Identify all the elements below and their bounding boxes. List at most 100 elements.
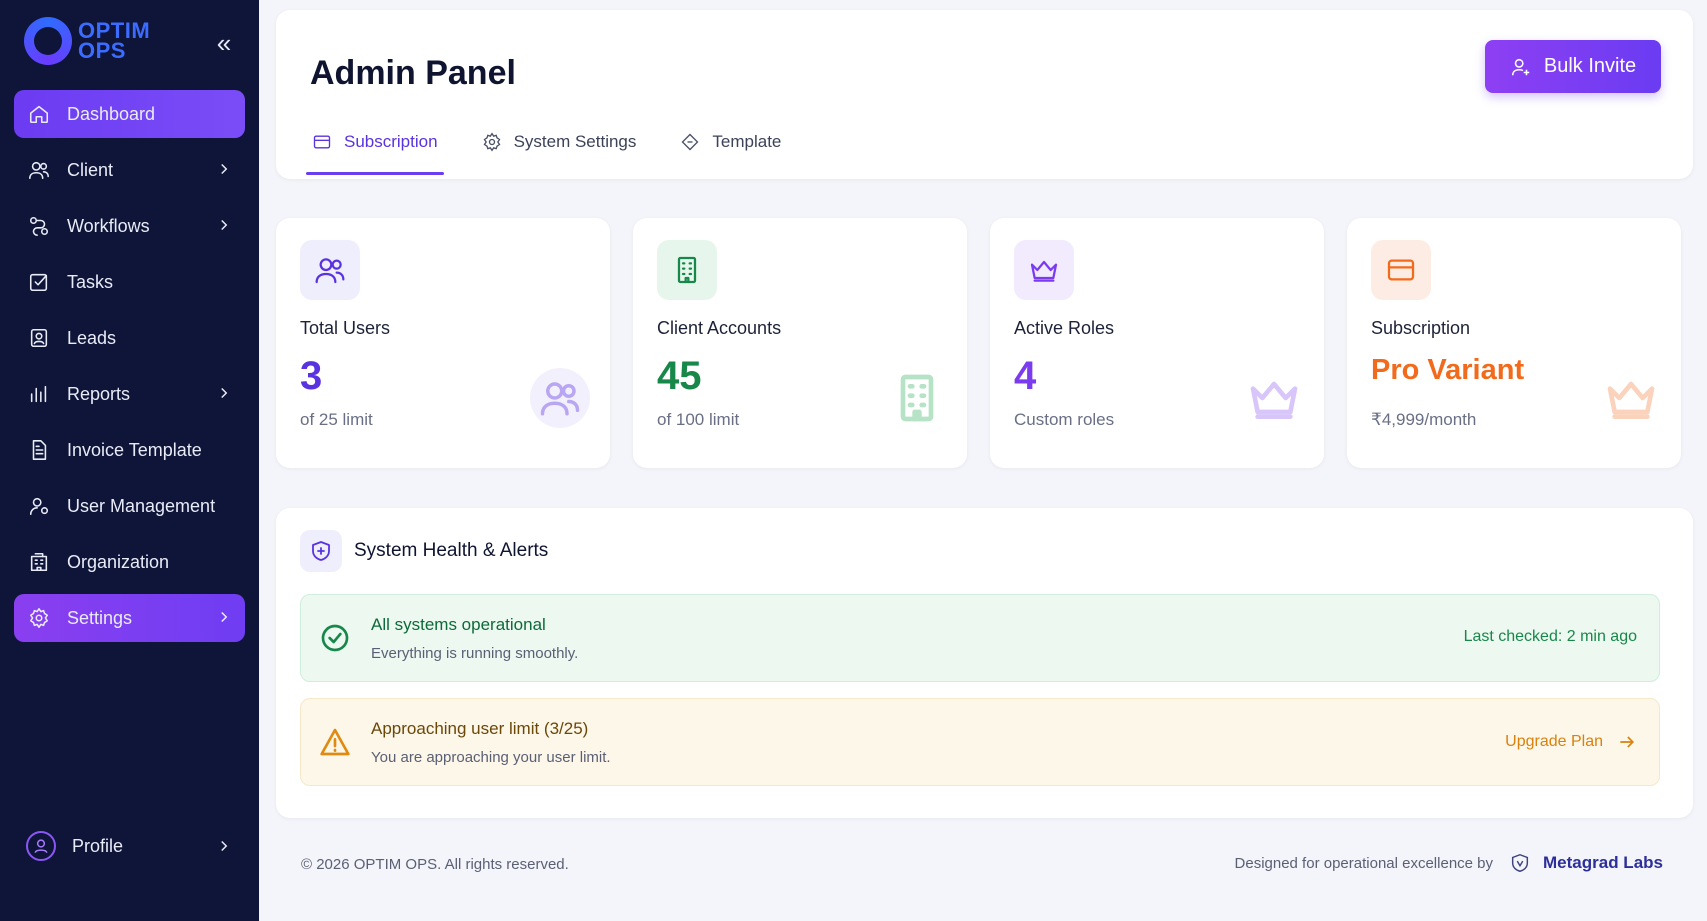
alert-description: Everything is running smoothly. — [371, 645, 579, 662]
check-circle-icon — [319, 622, 351, 654]
profile-menu[interactable]: Profile — [14, 822, 245, 870]
crown-deco-icon — [1601, 368, 1661, 428]
sidebar-item-label: Leads — [67, 327, 117, 348]
sidebar-item-reports[interactable]: Reports — [14, 370, 245, 418]
alert-description: You are approaching your user limit. — [371, 749, 611, 766]
bulk-invite-label: Bulk Invite — [1543, 55, 1637, 77]
logo-text-line1: OPTIM — [78, 18, 151, 43]
collapse-sidebar-button[interactable]: « — [216, 28, 232, 58]
upgrade-plan-label: Upgrade Plan — [1505, 733, 1603, 750]
sidebar-item-invoice-template[interactable]: Invoice Template — [14, 426, 245, 474]
sidebar-item-client[interactable]: Client — [14, 146, 245, 194]
stat-card-subscription: Subscription Pro Variant ₹4,999/month — [1347, 218, 1681, 468]
warning-triangle-icon — [319, 726, 351, 758]
gear-icon — [483, 132, 500, 152]
stat-label: Total Users — [300, 318, 391, 338]
stat-sub: ₹4,999/month — [1371, 410, 1477, 429]
sidebar-item-label: Dashboard — [67, 103, 156, 124]
upgrade-plan-link[interactable]: Upgrade Plan — [1505, 732, 1637, 752]
stat-label: Active Roles — [1014, 318, 1115, 338]
users-icon — [300, 240, 360, 300]
user-gear-icon — [28, 495, 50, 517]
stat-value: Pro Variant — [1371, 354, 1525, 386]
chevron-right-icon — [215, 384, 233, 402]
header-card: Admin Panel Bulk Invite Subscription Sys… — [276, 10, 1693, 179]
alert-operational: All systems operational Everything is ru… — [300, 594, 1660, 682]
avatar — [26, 831, 56, 861]
contact-card-icon — [28, 327, 50, 349]
bulk-invite-button[interactable]: Bulk Invite — [1485, 40, 1661, 93]
sidebar-item-dashboard[interactable]: Dashboard — [14, 90, 245, 138]
sidebar-item-label: User Management — [67, 495, 216, 516]
stat-card-total-users: Total Users 3 of 25 limit — [276, 218, 610, 468]
sidebar-item-settings[interactable]: Settings — [14, 594, 245, 642]
stat-sub: of 25 limit — [300, 410, 373, 429]
alert-title: Approaching user limit (3/25) — [371, 719, 589, 738]
sidebar-item-label: Invoice Template — [67, 439, 202, 460]
task-check-icon — [28, 271, 50, 293]
tab-system-settings[interactable]: System Settings — [482, 122, 637, 162]
logo-text-line2: OPS — [78, 38, 126, 63]
bar-chart-icon — [28, 383, 50, 405]
sidebar-item-label: Client — [67, 159, 114, 180]
users-deco-icon — [530, 368, 590, 428]
stat-label: Subscription — [1371, 318, 1471, 338]
building-deco-icon — [887, 368, 947, 428]
chevron-right-icon — [215, 216, 233, 234]
sidebar-nav: Dashboard Client Workflows Tasks Leads R… — [14, 90, 245, 650]
stat-value: 3 — [300, 354, 323, 398]
diamond-icon — [681, 133, 699, 151]
alert-title: All systems operational — [371, 615, 546, 634]
arrow-right-icon — [1620, 736, 1635, 748]
footer-credit: Designed for operational excellence by M… — [1235, 852, 1663, 874]
user-add-icon — [1511, 58, 1530, 75]
tab-label: System Settings — [513, 132, 637, 151]
last-checked-text: Last checked: 2 min ago — [1463, 628, 1637, 645]
profile-label: Profile — [72, 835, 124, 856]
footer-copyright: © 2026 OPTIM OPS. All rights reserved. — [301, 856, 569, 873]
sidebar-item-label: Workflows — [67, 215, 150, 236]
home-icon — [28, 103, 50, 125]
gear-icon — [28, 607, 50, 629]
document-icon — [28, 439, 50, 461]
logo-ring-icon — [24, 17, 72, 65]
alert-user-limit: Approaching user limit (3/25) You are ap… — [300, 698, 1660, 786]
shield-plus-icon — [300, 530, 342, 572]
sidebar-item-label: Settings — [67, 607, 133, 628]
chevron-right-icon — [215, 160, 233, 178]
crown-deco-icon — [1244, 368, 1304, 428]
sidebar-item-workflows[interactable]: Workflows — [14, 202, 245, 250]
stat-value: 45 — [657, 354, 702, 398]
sidebar: OPTIM OPS « Dashboard Client Workflows T… — [0, 0, 259, 921]
stat-card-active-roles: Active Roles 4 Custom roles — [990, 218, 1324, 468]
sidebar-item-organization[interactable]: Organization — [14, 538, 245, 586]
tab-bar: Subscription System Settings Template — [306, 122, 825, 175]
card-icon — [313, 135, 331, 149]
shield-logo-icon — [1511, 853, 1529, 873]
footer-designed-by: Designed for operational excellence by — [1234, 854, 1494, 872]
tab-label: Template — [712, 132, 782, 151]
stat-sub: of 100 limit — [657, 410, 740, 429]
stat-label: Client Accounts — [657, 318, 782, 338]
sidebar-item-user-management[interactable]: User Management — [14, 482, 245, 530]
stat-sub: Custom roles — [1014, 410, 1115, 429]
page-title: Admin Panel — [310, 54, 516, 92]
brand-logo[interactable]: OPTIM OPS — [24, 17, 150, 65]
sidebar-item-label: Tasks — [67, 271, 114, 292]
crown-icon — [1014, 240, 1074, 300]
chevron-right-icon — [215, 608, 233, 626]
card-icon — [1371, 240, 1431, 300]
sidebar-item-leads[interactable]: Leads — [14, 314, 245, 362]
tab-subscription[interactable]: Subscription — [306, 122, 444, 175]
building-icon — [28, 551, 50, 573]
sidebar-item-label: Reports — [67, 383, 131, 404]
system-health-card: System Health & Alerts All systems opera… — [276, 508, 1693, 818]
users-icon — [28, 159, 50, 181]
company-link[interactable]: Metagrad Labs — [1543, 853, 1663, 872]
sidebar-item-tasks[interactable]: Tasks — [14, 258, 245, 306]
building-icon — [657, 240, 717, 300]
sidebar-item-label: Organization — [67, 551, 170, 572]
workflow-icon — [28, 215, 50, 237]
chevron-right-icon — [215, 837, 233, 860]
tab-template[interactable]: Template — [680, 122, 781, 162]
